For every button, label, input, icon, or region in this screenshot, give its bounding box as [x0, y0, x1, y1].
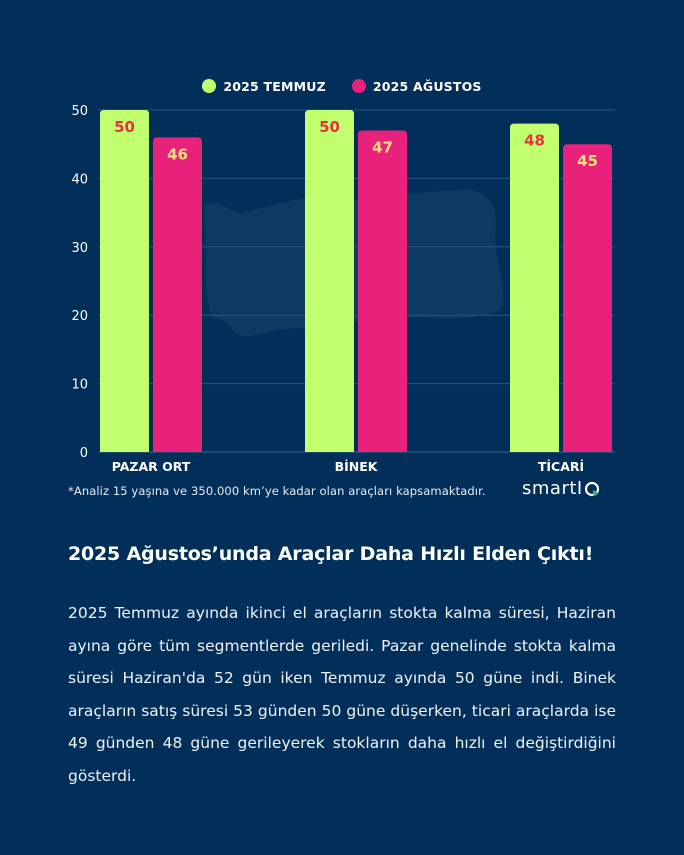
turkey-map-silhouette — [205, 189, 504, 337]
bar — [358, 130, 407, 452]
data-label: 48 — [524, 132, 545, 150]
y-axis-ticks: 0 10 20 30 40 50 — [71, 104, 88, 461]
y-tick-label: 30 — [71, 241, 88, 256]
x-tick-label: BİNEK — [335, 459, 379, 474]
legend-item-agustos: 2025 AĞUSTOS — [351, 78, 482, 94]
legend-label-temmuz: 2025 TEMMUZ — [223, 78, 326, 94]
q-play-logo-icon — [584, 481, 600, 497]
smartiq-logo: smartI — [522, 478, 600, 499]
bar — [563, 144, 612, 452]
footnote: *Analiz 15 yaşına ve 350.000 km’ye kadar… — [68, 484, 486, 498]
bar — [305, 110, 354, 452]
legend-dot-agustos — [351, 79, 366, 93]
data-label: 47 — [372, 139, 393, 157]
bars: 50 46 50 47 48 45 — [100, 110, 612, 453]
data-label: 45 — [577, 152, 598, 170]
data-label: 50 — [319, 118, 340, 136]
y-tick-label: 20 — [71, 309, 88, 324]
y-tick-label: 40 — [71, 172, 88, 187]
y-tick-label: 50 — [71, 104, 88, 119]
bar — [100, 110, 149, 452]
data-label: 46 — [167, 145, 188, 163]
bar — [153, 137, 202, 453]
legend-dot-temmuz — [202, 79, 217, 93]
bar — [510, 123, 559, 453]
x-tick-label: TİCARİ — [538, 459, 584, 474]
bar-chart: 0 10 20 30 40 50 50 46 50 47 48 45 PAZAR ORT BİNEK T… — [71, 104, 615, 474]
chart-legend: 2025 TEMMUZ 2025 AĞUSTOS — [0, 76, 684, 96]
legend-label-agustos: 2025 AĞUSTOS — [372, 78, 482, 94]
legend-item-temmuz: 2025 TEMMUZ — [202, 79, 326, 94]
x-axis-ticks: PAZAR ORT BİNEK TİCARİ — [112, 459, 584, 474]
article-paragraph: 2025 Temmuz ayında ikinci el araçların s… — [68, 604, 616, 785]
article-heading: 2025 Ağustos’unda Araçlar Daha Hızlı Eld… — [68, 543, 594, 565]
x-tick-label: PAZAR ORT — [112, 459, 191, 474]
data-label: 50 — [114, 118, 135, 136]
y-tick-label: 10 — [71, 378, 88, 393]
logo-text: smartI — [522, 478, 583, 499]
y-tick-label: 0 — [80, 446, 88, 461]
